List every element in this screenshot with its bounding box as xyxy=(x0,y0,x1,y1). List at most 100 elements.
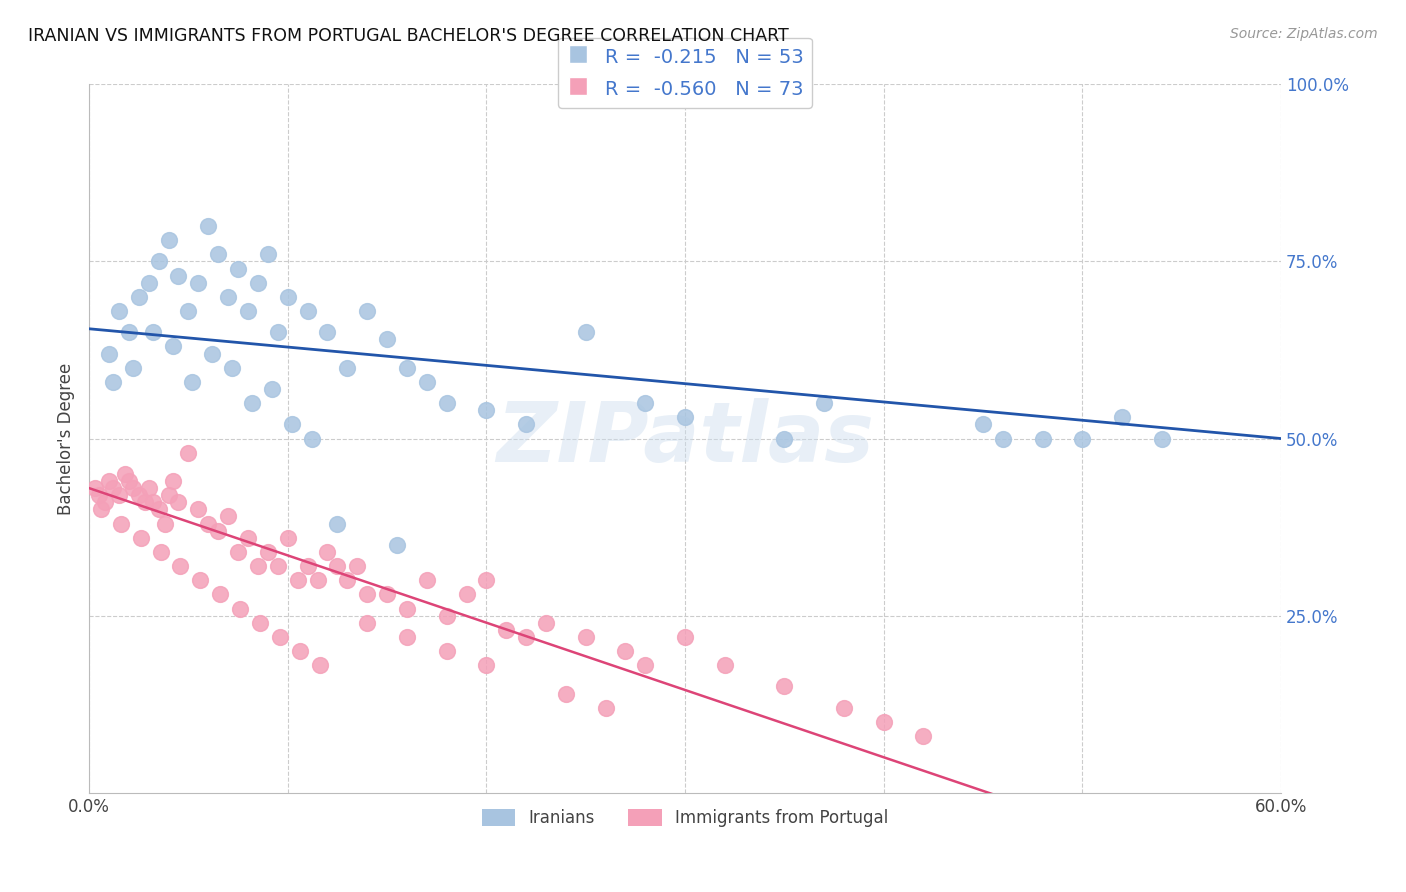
Point xyxy=(157,233,180,247)
Point xyxy=(375,587,398,601)
Point xyxy=(316,326,339,340)
Point xyxy=(336,360,359,375)
Point xyxy=(121,360,143,375)
Point xyxy=(1111,410,1133,425)
Point xyxy=(534,615,557,630)
Point xyxy=(326,516,349,531)
Point xyxy=(118,326,141,340)
Point xyxy=(246,276,269,290)
Point xyxy=(94,495,117,509)
Point xyxy=(221,360,243,375)
Point xyxy=(269,630,291,644)
Point xyxy=(436,608,458,623)
Point xyxy=(595,700,617,714)
Point xyxy=(169,559,191,574)
Point xyxy=(153,516,176,531)
Point xyxy=(267,326,290,340)
Text: Source: ZipAtlas.com: Source: ZipAtlas.com xyxy=(1230,27,1378,41)
Point xyxy=(201,346,224,360)
Point xyxy=(436,396,458,410)
Point xyxy=(142,495,165,509)
Point xyxy=(181,375,204,389)
Point xyxy=(148,254,170,268)
Point xyxy=(240,396,263,410)
Point xyxy=(177,304,200,318)
Text: ZIPatlas: ZIPatlas xyxy=(496,398,875,479)
Point xyxy=(257,247,280,261)
Point xyxy=(229,601,252,615)
Point xyxy=(1150,432,1173,446)
Point xyxy=(634,658,657,673)
Point xyxy=(277,290,299,304)
Point xyxy=(356,304,378,318)
Point xyxy=(177,446,200,460)
Point xyxy=(118,474,141,488)
Point xyxy=(149,545,172,559)
Point xyxy=(297,304,319,318)
Point xyxy=(813,396,835,410)
Point xyxy=(128,290,150,304)
Point xyxy=(336,573,359,587)
Point xyxy=(277,531,299,545)
Point xyxy=(138,276,160,290)
Point xyxy=(101,375,124,389)
Point xyxy=(110,516,132,531)
Point xyxy=(456,587,478,601)
Point xyxy=(385,538,408,552)
Point xyxy=(197,219,219,233)
Legend: Iranians, Immigrants from Portugal: Iranians, Immigrants from Portugal xyxy=(475,803,894,834)
Point xyxy=(280,417,302,432)
Point xyxy=(575,630,598,644)
Point xyxy=(673,410,696,425)
Point xyxy=(773,680,796,694)
Point xyxy=(308,658,330,673)
Point xyxy=(87,488,110,502)
Point xyxy=(356,615,378,630)
Point xyxy=(157,488,180,502)
Point xyxy=(346,559,368,574)
Point xyxy=(90,502,112,516)
Point xyxy=(515,417,537,432)
Point xyxy=(84,481,107,495)
Point xyxy=(1032,432,1054,446)
Point xyxy=(167,268,190,283)
Point xyxy=(713,658,735,673)
Point xyxy=(832,700,855,714)
Point xyxy=(217,509,239,524)
Point xyxy=(207,524,229,538)
Point xyxy=(301,432,323,446)
Point xyxy=(554,686,576,700)
Point xyxy=(773,432,796,446)
Point xyxy=(375,332,398,346)
Point xyxy=(138,481,160,495)
Point xyxy=(249,615,271,630)
Point xyxy=(148,502,170,516)
Point xyxy=(436,644,458,658)
Point xyxy=(297,559,319,574)
Point xyxy=(260,382,283,396)
Point xyxy=(395,601,418,615)
Point xyxy=(187,502,209,516)
Point xyxy=(207,247,229,261)
Point xyxy=(872,714,894,729)
Point xyxy=(128,488,150,502)
Point xyxy=(101,481,124,495)
Point xyxy=(1071,432,1094,446)
Point xyxy=(226,545,249,559)
Point xyxy=(673,630,696,644)
Point xyxy=(912,729,935,743)
Y-axis label: Bachelor's Degree: Bachelor's Degree xyxy=(58,362,75,515)
Point xyxy=(475,403,498,417)
Point xyxy=(316,545,339,559)
Point xyxy=(197,516,219,531)
Point xyxy=(287,573,309,587)
Point xyxy=(395,630,418,644)
Point xyxy=(475,573,498,587)
Point xyxy=(326,559,349,574)
Point xyxy=(307,573,329,587)
Point xyxy=(97,346,120,360)
Point xyxy=(226,261,249,276)
Point xyxy=(257,545,280,559)
Point xyxy=(209,587,232,601)
Point xyxy=(121,481,143,495)
